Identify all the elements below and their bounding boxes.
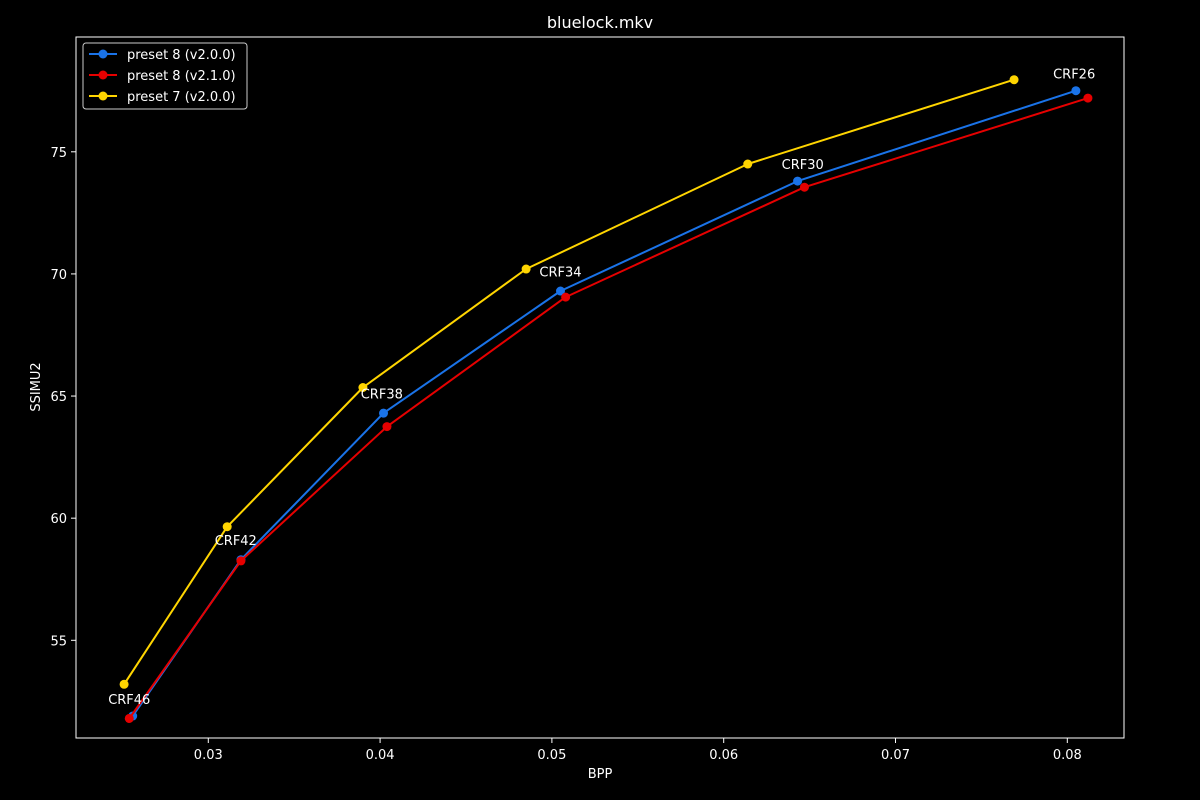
data-point: [793, 176, 803, 186]
data-point: [743, 159, 753, 169]
x-tick-label: 0.07: [881, 748, 910, 763]
x-axis-label: BPP: [588, 767, 613, 782]
series-line: [128, 97, 1089, 720]
crf-annotation: CRF38: [361, 387, 403, 402]
y-tick-label: 70: [50, 268, 67, 283]
legend: preset 8 (v2.0.0) preset 8 (v2.1.0) preset…: [82, 42, 248, 110]
data-point: [124, 713, 134, 723]
data-point: [799, 182, 809, 192]
legend-label: preset 8 (v2.0.0): [127, 48, 236, 63]
legend-item: preset 7 (v2.0.0): [89, 90, 236, 105]
plot-area-frame: [75, 36, 1125, 739]
series-line: [123, 78, 1015, 685]
y-axis-label: SSIMU2: [29, 362, 44, 411]
data-point: [358, 383, 368, 392]
data-point: [1009, 75, 1019, 85]
legend-marker: [98, 70, 108, 80]
data-point: [119, 679, 129, 689]
data-point: [561, 292, 571, 302]
data-point: [1071, 86, 1081, 96]
chart-title: bluelock.mkv: [547, 13, 653, 32]
data-point: [521, 264, 531, 274]
legend-item: preset 8 (v2.0.0): [89, 48, 236, 63]
legend-label: preset 7 (v2.0.0): [127, 90, 236, 105]
data-point: [382, 422, 392, 432]
x-tick-label: 0.05: [537, 748, 566, 763]
series-1: [128, 86, 1081, 721]
legend-marker: [98, 49, 108, 59]
y-tick-label: 60: [50, 512, 67, 527]
crf-annotation: CRF42: [215, 534, 257, 549]
data-point: [236, 556, 246, 566]
annotation-layer: CRF46 CRF42 CRF38 CRF34 CRF30 CRF26: [108, 68, 1095, 708]
legend-box: [82, 42, 248, 110]
series-2: [124, 93, 1093, 723]
x-tick-label: 0.04: [366, 748, 395, 763]
x-tick-label: 0.08: [1053, 748, 1082, 763]
crf-annotation: CRF46: [108, 693, 150, 708]
y-tick-label: 65: [50, 390, 67, 405]
series-line: [131, 89, 1077, 717]
y-tick-label: 55: [50, 634, 67, 649]
x-tick-label: 0.06: [709, 748, 738, 763]
crf-annotation: CRF30: [782, 158, 824, 173]
data-point: [555, 286, 565, 296]
crf-annotation: CRF34: [539, 265, 581, 280]
crf-annotation: CRF26: [1053, 68, 1095, 83]
x-tick-label: 0.03: [194, 748, 223, 763]
legend-item: preset 8 (v2.1.0): [89, 69, 236, 84]
data-point: [379, 408, 389, 418]
data-point: [1083, 93, 1093, 103]
series-3: [119, 75, 1019, 689]
data-point: [222, 522, 232, 532]
x-axis-ticks: 0.03 0.04 0.05 0.06 0.07 0.08: [194, 738, 1082, 763]
series-layer: [119, 75, 1093, 723]
y-axis-ticks: 55 60 65 70 75: [50, 146, 76, 649]
legend-label: preset 8 (v2.1.0): [127, 69, 236, 84]
y-tick-label: 75: [50, 146, 67, 161]
legend-marker: [98, 91, 108, 101]
